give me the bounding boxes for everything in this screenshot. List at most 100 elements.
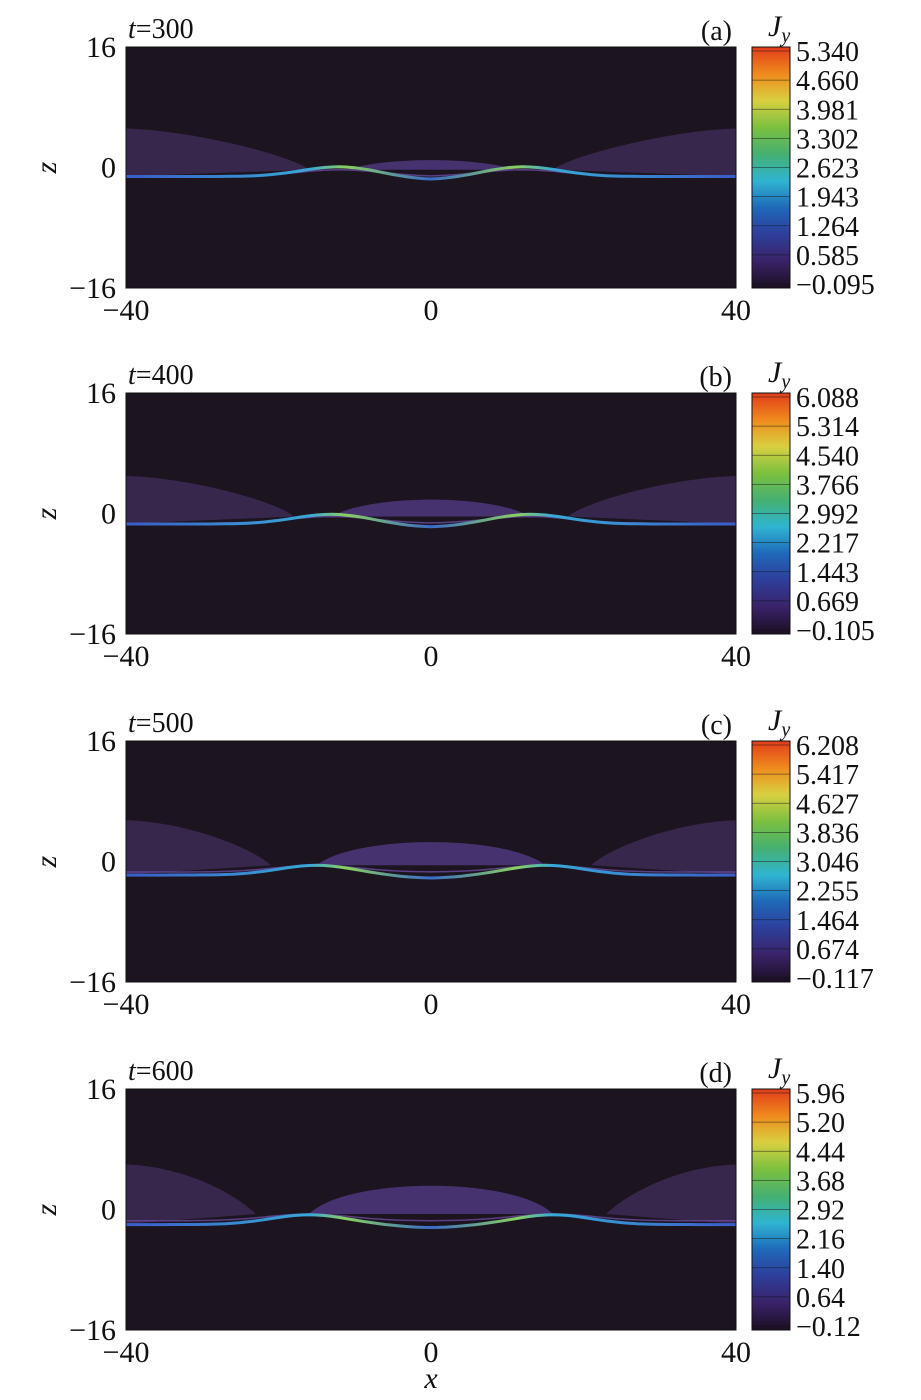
colorbar-tick-label: 2.92 — [796, 1196, 845, 1227]
colorbar-tick-label: 6.208 — [796, 731, 859, 762]
y-tick-label: −16 — [69, 618, 116, 651]
x-tick-label: 0 — [424, 1336, 439, 1369]
current-sheet — [126, 512, 736, 529]
y-tick-label: 16 — [86, 1073, 116, 1106]
time-label: t=300 — [128, 14, 194, 45]
right-outflow-lobe — [553, 128, 736, 177]
colorbar-tick-label: 3.981 — [796, 95, 859, 126]
y-tick-label: 16 — [86, 377, 116, 410]
colorbar-tick-label: 1.443 — [796, 558, 859, 589]
colorbar-tick-label: 3.766 — [796, 470, 859, 501]
central-plasmoid — [309, 1185, 553, 1215]
y-tick-label: −16 — [69, 272, 116, 305]
colorbar-tick-label: 1.264 — [796, 212, 859, 243]
colorbar-tick-label: −0.117 — [796, 964, 874, 995]
y-tick-label: 0 — [101, 498, 116, 531]
x-tick-label: 0 — [424, 988, 439, 1021]
panel-label: (b) — [699, 362, 732, 393]
x-axis-label: x — [423, 1362, 438, 1388]
colorbar-tick-label: 4.540 — [796, 441, 859, 472]
current-sheet — [126, 1213, 736, 1230]
y-tick-label: 16 — [86, 725, 116, 758]
colorbar-tick-label: 4.627 — [796, 789, 859, 820]
colorbar-tick-label: 1.943 — [796, 183, 859, 214]
colorbar-tick-label: 6.088 — [796, 383, 859, 414]
colorbar-tick-label: 4.660 — [796, 66, 859, 97]
colorbar-tick-label: 5.20 — [796, 1108, 845, 1139]
colorbar-title: Jy — [768, 1052, 790, 1089]
colorbar-tick-label: −0.12 — [796, 1312, 861, 1343]
y-axis-label: z — [30, 1203, 63, 1216]
colorbar-tick-label: −0.105 — [796, 616, 875, 647]
plot-frame — [125, 1088, 737, 1331]
colorbar-title: Jy — [768, 704, 790, 741]
y-axis-label: z — [30, 855, 63, 868]
current-sheet — [126, 165, 736, 181]
colorbar-title: Jy — [768, 10, 790, 47]
y-axis-label: z — [30, 507, 63, 520]
y-tick-label: 0 — [101, 846, 116, 879]
left-outflow-lobe — [126, 820, 271, 875]
colorbar-tick-label: 1.464 — [796, 906, 859, 937]
panel-label: (d) — [699, 1058, 732, 1089]
heatmap-svg: t=300 (a) 16 0 −16 z −40 0 40 5.3404.6603.9813.30… — [30, 10, 875, 327]
upper-sheet-edge — [126, 1213, 736, 1222]
colorbar-tick-label: 5.96 — [796, 1079, 845, 1110]
colorbar-tick-label: 0.64 — [796, 1283, 845, 1314]
plot-frame — [125, 46, 737, 289]
left-outflow-lobe — [126, 1164, 256, 1224]
heatmap-svg: t=400 (b) 16 0 −16 z −40 0 40 6.0885.3144.5403.76… — [30, 356, 875, 673]
colorbar-tick-label: 1.40 — [796, 1254, 845, 1285]
colorbar-tick-label: 3.836 — [796, 818, 859, 849]
x-tick-label: −40 — [103, 294, 150, 327]
colorbar-tick-label: 2.16 — [796, 1225, 845, 1256]
y-tick-label: 0 — [101, 152, 116, 185]
central-plasmoid — [347, 160, 515, 170]
x-tick-label: 0 — [424, 640, 439, 673]
left-outflow-lobe — [126, 128, 309, 177]
x-tick-label: −40 — [103, 988, 150, 1021]
x-tick-label: 40 — [721, 1336, 751, 1369]
colorbar-tick-label: 5.314 — [796, 412, 859, 443]
colorbar-tick-label: 3.302 — [796, 124, 859, 155]
heatmap-svg: t=600 (d)160−16z−40 0 40x5.965.204.443.682.… — [30, 1052, 861, 1395]
y-tick-label: 0 — [101, 1194, 116, 1227]
panel-label: (c) — [701, 710, 732, 741]
panel-3: t=600 (d) 16 0 −16 z −40 0 40 x 5.96 5.20 4.44 3.68 2.… — [0, 1042, 921, 1395]
right-outflow-lobe — [591, 820, 736, 875]
time-label: t=600 — [128, 1056, 194, 1087]
colorbar-tick-label: 0.585 — [796, 241, 859, 272]
x-tick-label: −40 — [103, 640, 150, 673]
colorbar-tick-label: 2.623 — [796, 154, 859, 185]
right-outflow-lobe — [606, 1164, 736, 1224]
colorbar-tick-label: 0.674 — [796, 935, 859, 966]
colorbar-tick-label: 0.669 — [796, 587, 859, 618]
plot-frame — [125, 740, 737, 983]
upper-sheet-edge — [126, 864, 736, 873]
current-sheet — [126, 863, 736, 880]
colorbar-tick-label: 4.44 — [796, 1137, 845, 1168]
colorbar-tick-label: −0.095 — [796, 270, 875, 301]
panel-0: t=300 (a) 16 0 −16 z −40 0 40 5.340 4.660 3.981 3.30… — [0, 0, 921, 346]
panel-1: t=400 (b) 16 0 −16 z −40 0 40 6.088 5.314 4.540 3.76… — [0, 346, 921, 692]
x-tick-label: −40 — [103, 1336, 150, 1369]
left-outflow-lobe — [126, 476, 294, 524]
time-label: t=500 — [128, 708, 194, 739]
colorbar-tick-label: 2.255 — [796, 877, 859, 908]
y-axis-label: z — [30, 161, 63, 174]
y-tick-label: 16 — [86, 31, 116, 64]
colorbar-tick-label: 3.046 — [796, 848, 859, 879]
right-outflow-lobe — [568, 476, 736, 524]
colorbar-tick-label: 2.992 — [796, 500, 859, 531]
central-plasmoid — [316, 842, 546, 866]
x-tick-label: 40 — [721, 640, 751, 673]
panel-label: (a) — [701, 16, 732, 47]
colorbar-tick-label: 5.340 — [796, 37, 859, 68]
y-tick-label: −16 — [69, 966, 116, 999]
time-label: t=400 — [128, 360, 194, 391]
y-tick-label: −16 — [69, 1314, 116, 1347]
colorbar-title: Jy — [768, 356, 790, 393]
panel-2: t=500 (c) 16 0 −16 z −40 0 40 6.208 5.417 4.627 3.83… — [0, 694, 921, 1040]
colorbar-tick-label: 2.217 — [796, 529, 859, 560]
x-tick-label: 40 — [721, 988, 751, 1021]
